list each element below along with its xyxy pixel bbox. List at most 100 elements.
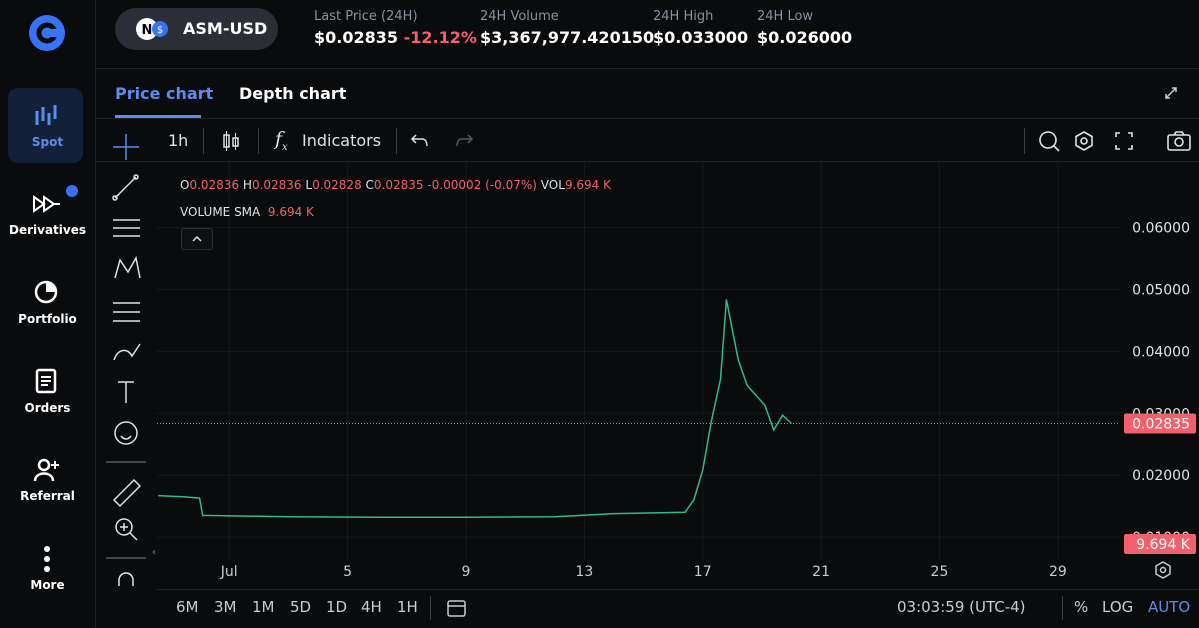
range-button[interactable]: 6M [176,598,199,616]
ohlc-value: 0.02836 [251,178,302,192]
nav-active-bg [8,88,83,163]
separator [1062,596,1063,620]
separator [203,128,204,154]
tab-underline [115,115,201,118]
separator [258,128,259,154]
nav-item[interactable]: Referral [20,489,75,503]
more-icon [44,546,50,572]
orders-icon [35,368,57,394]
tab-active[interactable]: Price chart [115,84,214,103]
drawing-tools[interactable] [96,120,156,590]
last-price-label: 0.02835 [1132,417,1190,433]
range-button[interactable]: 1D [326,598,348,616]
separator [430,596,431,620]
ohlc-value: 0.02828 [312,178,362,192]
stat-value: $0.02835 -12.12% [314,28,477,47]
log-toggle[interactable]: LOG [1102,598,1134,616]
pair-selector[interactable]: N $ ASM-USD [115,8,278,50]
svg-text:$: $ [157,25,163,36]
svg-text:N: N [142,23,153,38]
sma-value: 9.694 K [267,205,314,219]
last-price: $0.02835 [314,28,399,47]
range-button[interactable]: 3M [214,598,237,616]
sidebar: Spot Derivatives Portfolio Orders Referr… [0,0,96,628]
spot-icon [35,105,57,125]
vol-value: 9.694 K [564,178,611,192]
separator [396,128,397,154]
pair-name: ASM-USD [183,19,268,38]
y-tick-label: 0.04000 [1132,344,1190,360]
nav-item[interactable]: Portfolio [18,312,77,326]
x-tick-label: 29 [1049,564,1067,580]
notification-dot [66,185,78,197]
y-tick-label: 0.06000 [1132,221,1190,237]
ohlc-key: H [242,178,252,192]
stat-label: 24H Volume [480,9,559,24]
y-tick-label: 0.02000 [1132,468,1190,484]
stat-value: $3,367,977.420150 [480,28,655,47]
clock: 03:03:59 (UTC-4) [897,598,1026,616]
stat-label: Last Price (24H) [314,9,418,24]
candle-type-icon[interactable] [221,130,241,152]
range-button[interactable]: 1H [397,598,418,616]
x-tick-label: 13 [575,564,593,580]
separator [1024,128,1025,154]
x-tick-label: Jul [220,564,238,580]
ohlc-key: O [180,178,190,192]
y-tick-label: 0.05000 [1132,283,1190,299]
stat-label: 24H Low [757,9,814,24]
stat-label: 24H High [653,9,714,24]
undo-redo[interactable] [410,131,474,151]
auto-toggle[interactable]: AUTO [1148,598,1191,616]
last-price-tag [1124,413,1196,434]
legend-toggle[interactable] [181,228,213,250]
volume-tag [1124,534,1196,554]
nav-item[interactable]: Spot [31,135,64,149]
collapse-arrow[interactable]: ‹ [152,547,156,558]
price-line [158,299,793,519]
axis-settings[interactable] [1153,560,1173,580]
portfolio-icon [34,280,58,304]
toolbar-right-icons[interactable] [1038,128,1194,154]
ohlc-change: -0.00002 (-0.07%) [427,178,537,192]
range-button[interactable]: 4H [361,598,382,616]
divider [96,68,1199,69]
divider [156,589,1199,590]
ohlc-value: 0.02835 [373,178,424,192]
expand-icon[interactable] [1164,86,1178,100]
divider [96,161,1199,162]
date-range-icon[interactable] [446,597,468,619]
price-change: -12.12% [403,28,477,47]
sma-key: VOLUME SMA [180,205,261,219]
stat-value: $0.026000 [757,28,853,47]
x-tick-label: 17 [694,564,712,580]
volume-label: 9.694 K [1136,537,1191,553]
divider [96,118,1199,119]
x-tick-label: 5 [343,564,352,580]
ohlc-key: L [305,178,313,192]
stat-value: $0.033000 [653,28,749,47]
chevron [192,235,202,242]
range-button[interactable]: 1M [252,598,275,616]
x-tick-label: 21 [812,564,830,580]
referral-icon [33,458,59,482]
ohlc-value: 0.02836 [189,178,240,192]
x-tick-label: 9 [462,564,471,580]
interval[interactable]: 1h [168,131,189,150]
range-button[interactable]: 5D [290,598,312,616]
percent-toggle[interactable]: % [1074,598,1089,616]
logo[interactable] [28,14,66,52]
nav-item[interactable]: Orders [24,401,71,415]
pair-icon: N $ [136,18,168,40]
indicators-button[interactable]: Indicators [302,131,382,150]
x-tick-label: 25 [931,564,949,580]
nav-item[interactable]: Derivatives [8,223,86,237]
tab[interactable]: Depth chart [239,84,347,103]
nav-item[interactable]: More [30,578,65,592]
ohlc-key: C [365,178,374,192]
derivatives-icon [33,195,60,213]
sma-legend: VOLUME SMA 9.694 K [180,205,314,219]
ohlc-legend: O0.02836 H0.02836 L0.02828 C0.02835 -0.0… [180,178,611,192]
